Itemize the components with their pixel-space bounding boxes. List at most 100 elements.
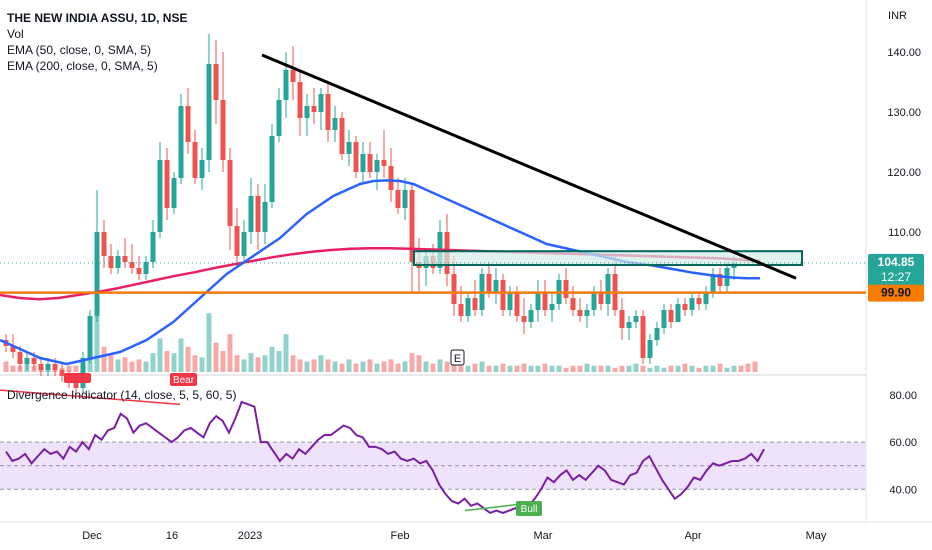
bear-tag-label: Bear: [173, 375, 195, 386]
volume-bar: [402, 361, 408, 372]
volume-bar: [297, 359, 303, 372]
candle-body: [157, 160, 163, 232]
divergence-legend[interactable]: Divergence Indicator (14, close, 5, 5, 6…: [7, 388, 237, 402]
current-price-badge: [868, 253, 924, 287]
candle-body: [507, 292, 513, 310]
volume-bar: [605, 365, 611, 372]
candle-body: [129, 262, 135, 268]
candle-body: [458, 304, 464, 316]
volume-bar: [94, 309, 100, 372]
candle-body: [290, 70, 296, 82]
volume-legend[interactable]: Vol: [7, 27, 24, 41]
volume-bar: [171, 353, 177, 372]
volume-bar: [192, 355, 198, 372]
candle-body: [45, 364, 51, 370]
candle-body: [115, 256, 121, 268]
candle-body: [248, 196, 254, 232]
candle-body: [73, 382, 79, 388]
candle-body: [283, 70, 289, 100]
volume-bar: [444, 361, 450, 372]
bear-divergence-line: [0, 389, 181, 406]
candle-body: [185, 106, 191, 142]
volume-bar: [66, 365, 72, 372]
volume-bar: [451, 363, 457, 372]
candle-body: [465, 298, 471, 316]
volume-bar: [521, 363, 527, 372]
candle-body: [199, 160, 205, 178]
candle-body: [570, 298, 576, 310]
time-axis-label: 16: [166, 530, 178, 542]
resistance-zone: [413, 250, 803, 266]
volume-bar: [332, 361, 338, 372]
volume-bar: [430, 363, 436, 372]
volume-bar: [115, 359, 121, 372]
volume-bar: [514, 365, 520, 372]
candle-body: [234, 226, 240, 256]
candle-body: [549, 304, 555, 310]
candle-body: [563, 280, 569, 298]
candle-body: [521, 316, 527, 322]
time-axis-label: Mar: [534, 530, 553, 542]
volume-bar: [724, 367, 730, 372]
symbol-title[interactable]: THE NEW INDIA ASSU, 1D, NSE: [7, 11, 188, 25]
volume-bar: [549, 365, 555, 372]
countdown-label: 12:27: [881, 270, 911, 284]
candle-body: [164, 160, 170, 208]
volume-bar: [416, 355, 422, 372]
bull-tag: [516, 501, 542, 516]
candle-body: [150, 232, 156, 262]
candle-body: [661, 310, 667, 328]
candle-body: [269, 136, 275, 202]
volume-bar: [101, 346, 107, 372]
volume-bar: [220, 351, 226, 372]
candle-body: [325, 94, 331, 130]
support-price-badge: [868, 284, 924, 302]
candle-body: [108, 256, 114, 268]
volume-bar: [717, 363, 723, 372]
candle-body: [710, 274, 716, 292]
price-tick-label: 140.00: [887, 47, 921, 59]
candle-body: [353, 142, 359, 172]
candle-body: [682, 304, 688, 310]
candle-body: [703, 292, 709, 304]
volume-bar: [213, 342, 219, 372]
volume-bar: [346, 359, 352, 372]
volume-bar: [738, 365, 744, 372]
volume-bar: [682, 363, 688, 372]
volume-bar: [108, 355, 114, 372]
indicator-scale-label: 60.00: [889, 437, 917, 449]
volume-bar: [752, 361, 758, 372]
volume-bar: [157, 338, 163, 372]
volume-bar: [409, 353, 415, 372]
candle-body: [276, 100, 282, 136]
volume-bar: [528, 365, 534, 372]
volume-bar: [535, 365, 541, 372]
ema50-legend[interactable]: EMA (50, close, 0, SMA, 5): [7, 43, 152, 57]
candle-body: [10, 346, 16, 352]
volume-bar: [262, 355, 268, 372]
volume-bar: [234, 355, 240, 372]
volume-bar: [465, 365, 471, 372]
candle-body: [493, 280, 499, 292]
candle-body: [542, 292, 548, 310]
volume-bar: [241, 359, 247, 372]
candle-body: [535, 292, 541, 310]
volume-bar: [276, 351, 282, 372]
volume-bar: [493, 365, 499, 372]
candle-body: [696, 298, 702, 304]
volume-bar: [388, 359, 394, 372]
candle-body: [59, 370, 65, 376]
candle-body: [451, 274, 457, 304]
time-axis-label: 2023: [238, 530, 262, 542]
currency-label: INR: [888, 10, 907, 22]
volume-bar: [612, 367, 618, 372]
candle-body: [17, 352, 23, 364]
volume-bar: [437, 359, 443, 372]
candle-body: [255, 196, 261, 232]
candle-body: [395, 190, 401, 208]
ema200-legend[interactable]: EMA (200, close, 0, SMA, 5): [7, 59, 158, 73]
volume-bar: [3, 361, 9, 372]
grid: [0, 0, 932, 523]
volume-bar: [178, 338, 184, 372]
